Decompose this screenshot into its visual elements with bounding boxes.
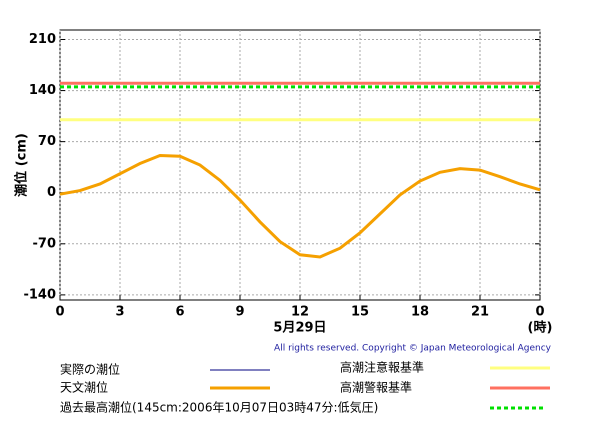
x-tick-label: 15 [351, 305, 369, 320]
y-tick-label: 0 [47, 185, 56, 200]
x-tick-label: 18 [411, 305, 429, 320]
copyright: All rights reserved. Copyright © Japan M… [274, 344, 552, 354]
y-tick-label: -70 [33, 236, 57, 251]
legend-label: 高潮警報基準 [340, 380, 412, 395]
legend-label: 高潮注意報基準 [340, 360, 424, 375]
legend-label: 天文潮位 [60, 380, 108, 395]
x-tick-label: 6 [175, 305, 184, 320]
legend-label: 実際の潮位 [60, 362, 120, 377]
y-tick-label: -140 [23, 287, 56, 302]
y-tick-label: 210 [29, 32, 56, 47]
x-tick-label: 12 [291, 305, 309, 320]
x-tick-label: 9 [235, 305, 244, 320]
x-tick-label: 0 [55, 305, 64, 320]
x-tick-label: 21 [471, 305, 489, 320]
tide-line [59, 154, 541, 259]
x-axis-unit: (時) [528, 320, 553, 336]
x-tick-label: 0 [535, 305, 544, 320]
y-tick-label: 140 [29, 83, 56, 98]
x-tick-label: 3 [115, 305, 124, 320]
x-axis-label: 5月29日 [273, 321, 326, 336]
legend-label: 過去最高潮位(145cm:2006年10月07日03時47分:低気圧) [60, 400, 378, 415]
y-tick-label: 70 [38, 134, 56, 149]
y-axis-label: 潮位 (cm) [14, 133, 30, 197]
